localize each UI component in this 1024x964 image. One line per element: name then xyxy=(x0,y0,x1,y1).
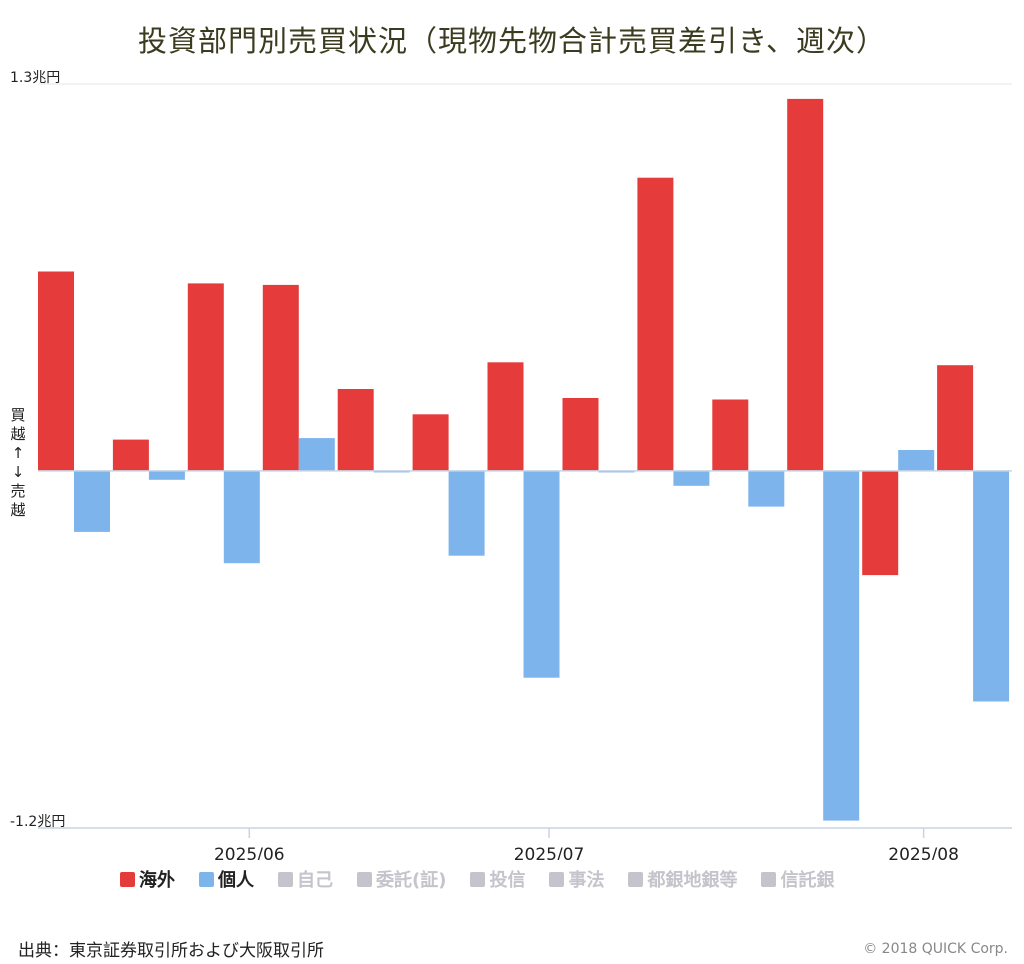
chart-title: 投資部門別売買状況（現物先物合計売買差引き、週次） xyxy=(138,24,886,58)
y-tick-label: 1.3兆円 xyxy=(10,70,60,86)
legend-label: 都銀地銀等 xyxy=(647,870,738,891)
bar-individual xyxy=(748,470,785,507)
legend: 海外 個人 自己 委託(証) 投信 事法 都銀地銀等 信託銀 xyxy=(120,866,980,892)
bar-individual xyxy=(74,470,110,532)
legend-swatch xyxy=(628,871,644,887)
legend-swatch xyxy=(761,871,777,887)
direction-char: 売 xyxy=(10,482,26,500)
legend-item[interactable]: 委託(証) xyxy=(357,866,446,892)
bar-individual xyxy=(223,470,260,564)
bar-individual xyxy=(598,470,635,473)
legend-label: 信託銀 xyxy=(780,870,835,891)
legend-label: 投信 xyxy=(489,870,526,891)
direction-char: 越 xyxy=(10,425,26,443)
x-tick-label: 2025/07 xyxy=(514,845,585,860)
source-note: 出典：東京証券取引所および大阪取引所 xyxy=(18,941,324,961)
bar-overseas xyxy=(637,177,674,471)
direction-char: ↑ xyxy=(11,444,25,462)
bar-individual xyxy=(448,470,485,556)
legend-item[interactable]: 事法 xyxy=(549,866,604,892)
bar-individual xyxy=(373,470,410,473)
legend-swatch xyxy=(549,871,565,887)
bar-chart: 1.3兆円 -1.2兆円 2025/06 2025/07 2025/08 xyxy=(10,70,1012,860)
bar-overseas xyxy=(187,283,224,471)
bar-overseas xyxy=(712,399,749,471)
legend-label: 個人 xyxy=(218,870,254,891)
bar-overseas xyxy=(412,414,449,471)
direction-char: 買 xyxy=(10,406,26,424)
legend-swatch xyxy=(278,871,293,887)
bar-individual xyxy=(148,470,185,480)
x-tick-label: 2025/08 xyxy=(888,845,959,860)
bar-overseas xyxy=(112,439,149,471)
legend-item[interactable]: 都銀地銀等 xyxy=(628,866,737,892)
bar-overseas xyxy=(487,362,524,471)
legend-swatch xyxy=(120,871,135,887)
bar-individual xyxy=(298,438,335,471)
bar-individual xyxy=(973,470,1010,702)
bar-overseas xyxy=(937,365,974,471)
bar-overseas xyxy=(337,389,374,471)
bar-individual xyxy=(523,470,560,678)
bar-overseas xyxy=(38,271,74,471)
legend-swatch xyxy=(199,871,214,887)
legend-label: 海外 xyxy=(139,870,175,891)
buy-sell-direction-label: 買越 ↑ ↓ 売越 xyxy=(8,406,28,520)
legend-swatch xyxy=(357,871,372,887)
legend-label: 委託(証) xyxy=(376,870,447,891)
bar-individual xyxy=(823,470,860,821)
direction-char: 越 xyxy=(10,501,26,519)
direction-char: ↓ xyxy=(11,463,25,481)
legend-swatch xyxy=(470,871,486,887)
legend-item[interactable]: 自己 xyxy=(278,866,333,892)
bar-individual xyxy=(898,450,935,471)
legend-item[interactable]: 海外 xyxy=(120,866,175,892)
x-tick-label: 2025/06 xyxy=(214,845,285,860)
bar-overseas xyxy=(787,98,824,471)
copyright: © 2018 QUICK Corp. xyxy=(863,941,1008,957)
bar-overseas xyxy=(262,284,299,471)
legend-item[interactable]: 個人 xyxy=(199,866,254,892)
bar-overseas xyxy=(562,398,599,471)
legend-label: 自己 xyxy=(297,870,333,891)
legend-item[interactable]: 信託銀 xyxy=(761,866,834,892)
bar-overseas xyxy=(862,470,899,576)
bar-individual xyxy=(673,470,710,486)
y-tick-label: -1.2兆円 xyxy=(10,814,65,830)
legend-label: 事法 xyxy=(568,870,605,891)
legend-item[interactable]: 投信 xyxy=(470,866,525,892)
